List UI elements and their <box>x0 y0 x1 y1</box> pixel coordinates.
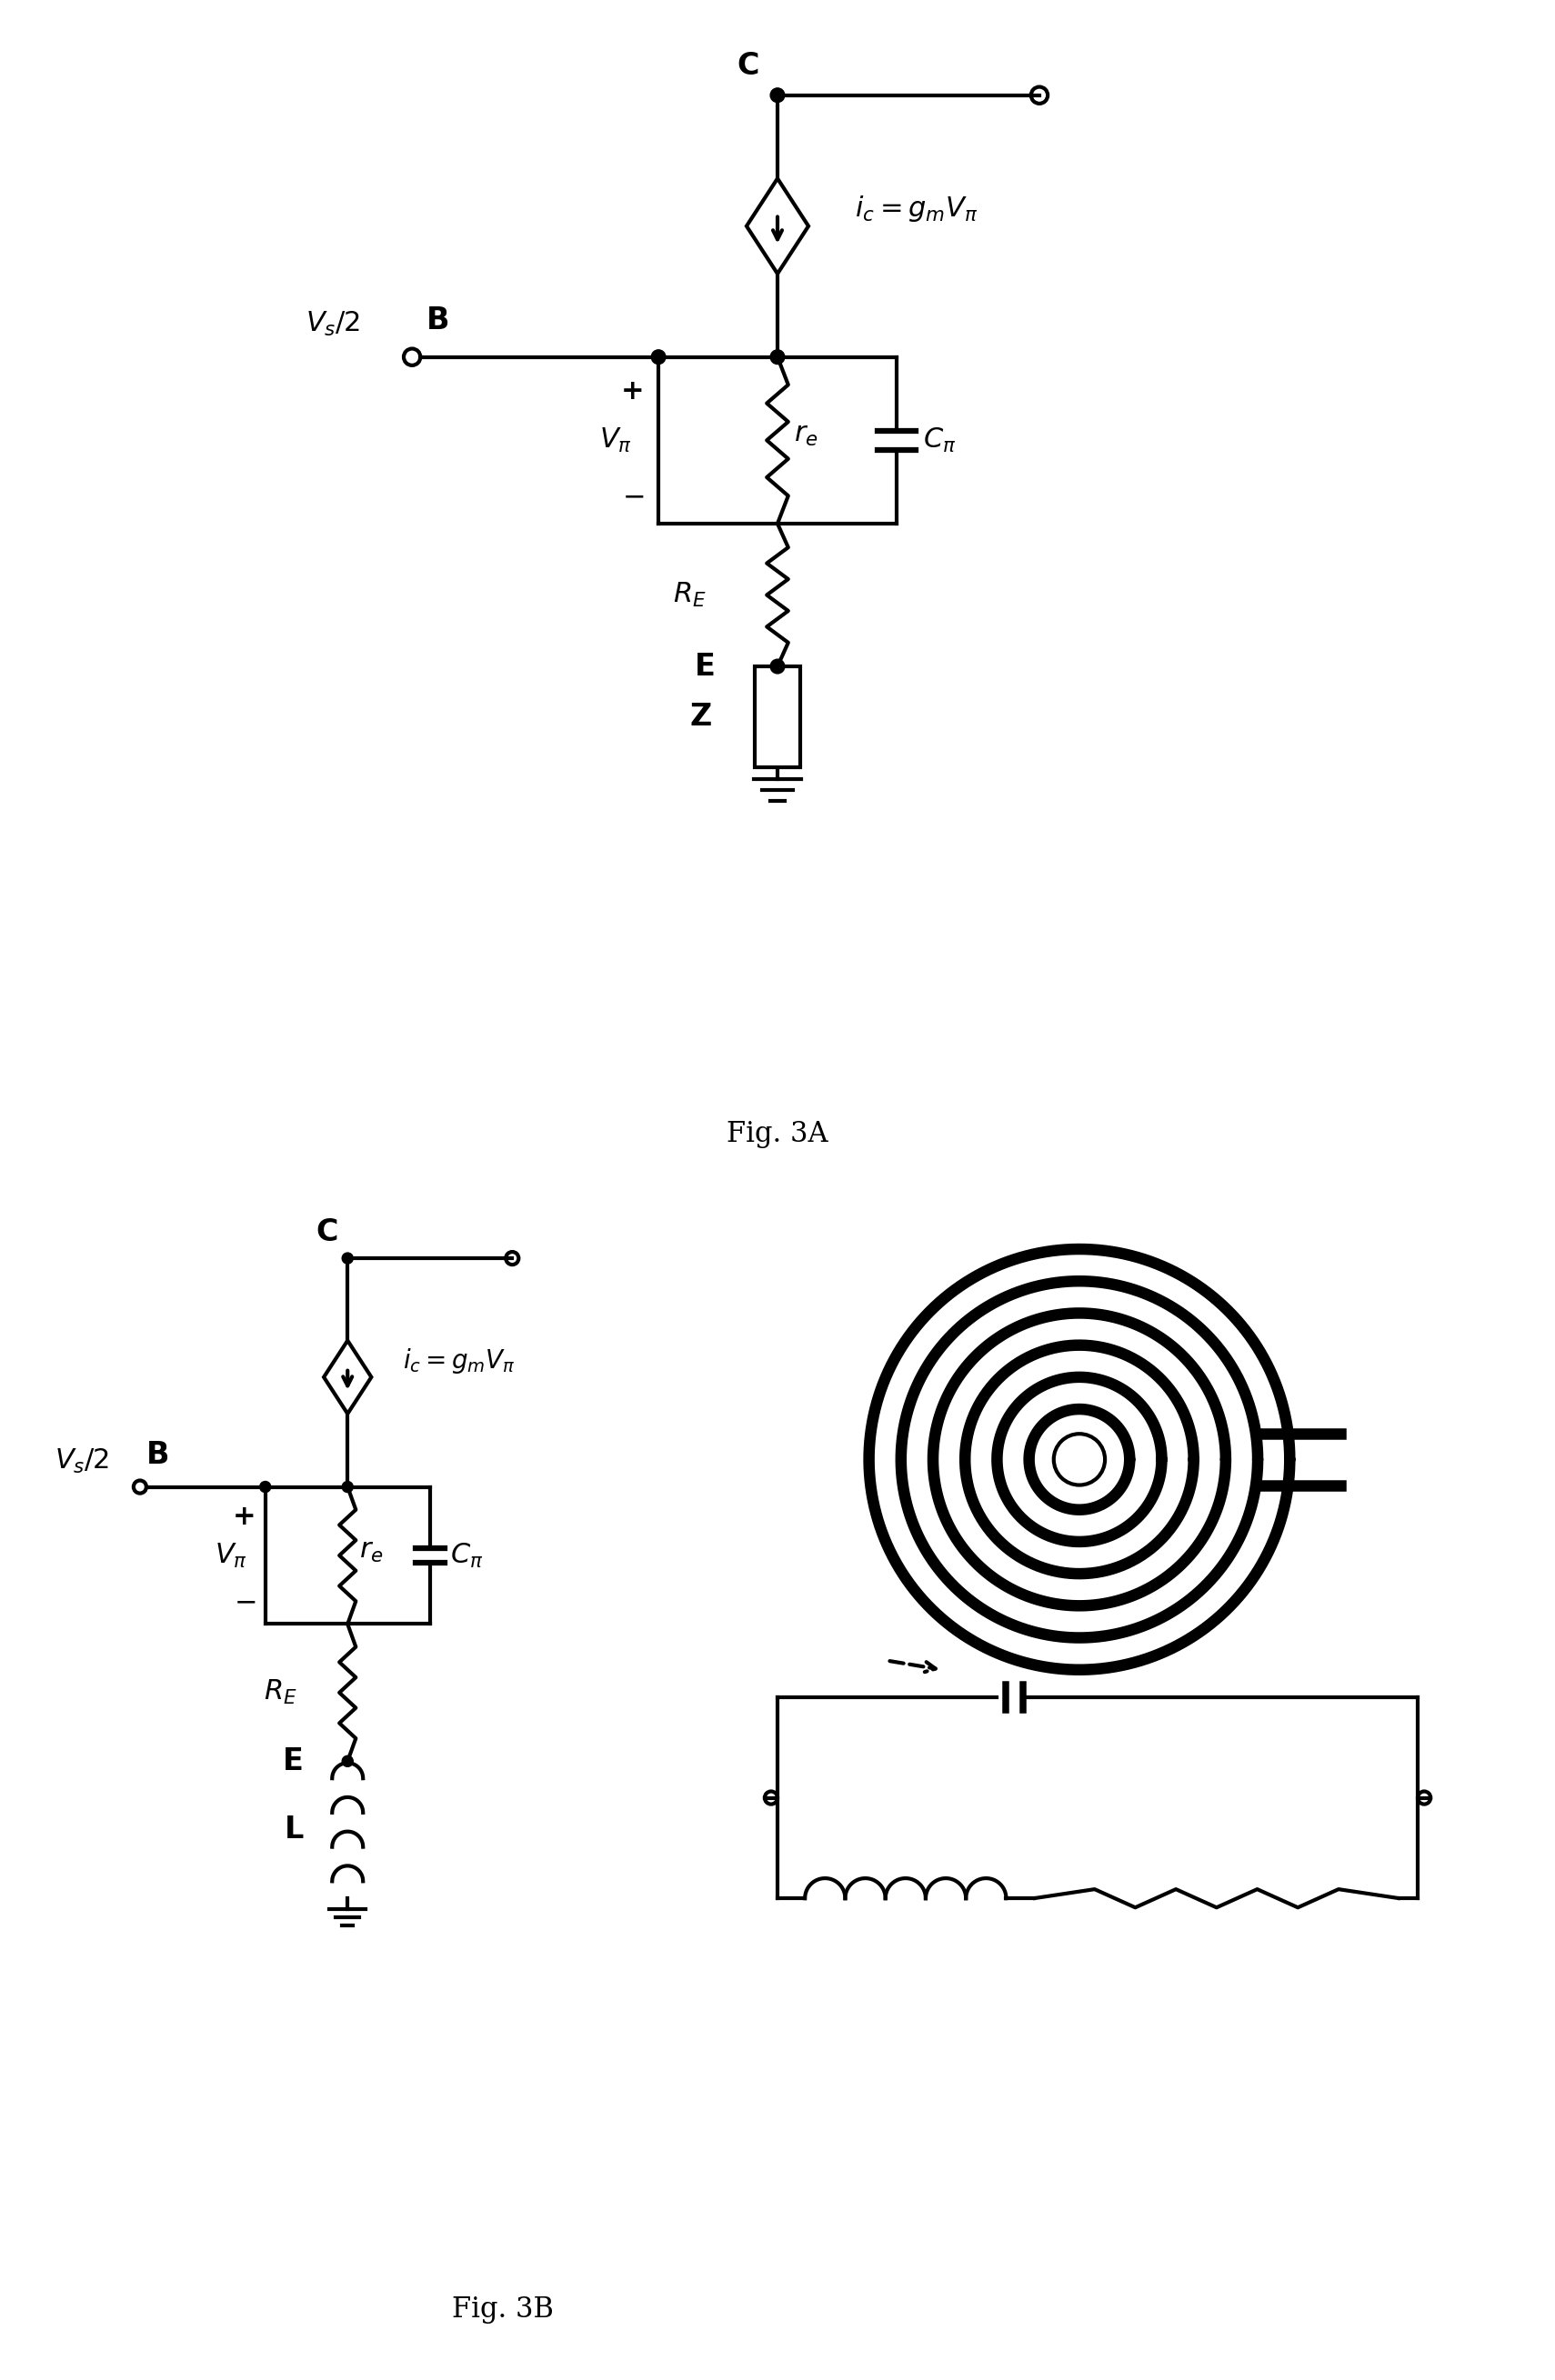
Text: Fig. 3A: Fig. 3A <box>726 1121 829 1150</box>
Text: $C_{\pi}$: $C_{\pi}$ <box>922 426 956 455</box>
Text: +: + <box>620 378 644 405</box>
Text: Fig. 3B: Fig. 3B <box>453 2294 554 2323</box>
Circle shape <box>342 1756 353 1766</box>
Text: $i_c = g_m V_{\pi}$: $i_c = g_m V_{\pi}$ <box>403 1347 515 1376</box>
Circle shape <box>260 1480 271 1492</box>
Circle shape <box>770 88 785 102</box>
Circle shape <box>652 350 666 364</box>
Text: $V_{\pi}$: $V_{\pi}$ <box>600 426 633 455</box>
Text: +: + <box>233 1504 257 1530</box>
Circle shape <box>1040 1421 1118 1497</box>
Circle shape <box>342 1252 353 1264</box>
Text: B: B <box>146 1440 169 1471</box>
Text: $r_e$: $r_e$ <box>359 1537 384 1566</box>
Circle shape <box>342 1480 353 1492</box>
Circle shape <box>770 659 785 674</box>
Text: $r_e$: $r_e$ <box>795 421 818 447</box>
Circle shape <box>770 350 785 364</box>
Bar <box>754 666 801 766</box>
Text: E: E <box>695 652 715 681</box>
Text: $R_E$: $R_E$ <box>673 581 706 609</box>
Text: C: C <box>316 1216 339 1247</box>
Text: $-$: $-$ <box>622 483 644 509</box>
Text: E: E <box>283 1747 303 1775</box>
Text: L: L <box>285 1816 303 1844</box>
Text: $V_s/2$: $V_s/2$ <box>54 1447 110 1476</box>
Text: $i_c = g_m V_{\pi}$: $i_c = g_m V_{\pi}$ <box>855 193 978 224</box>
Text: C: C <box>737 50 759 81</box>
Text: $-$: $-$ <box>233 1587 257 1616</box>
Text: $C_{\pi}$: $C_{\pi}$ <box>449 1542 484 1568</box>
Text: Z: Z <box>690 702 712 733</box>
Text: $V_{\pi}$: $V_{\pi}$ <box>215 1542 247 1568</box>
Text: B: B <box>426 305 449 336</box>
Text: $R_E$: $R_E$ <box>264 1678 297 1706</box>
Text: $V_s/2$: $V_s/2$ <box>306 309 361 338</box>
